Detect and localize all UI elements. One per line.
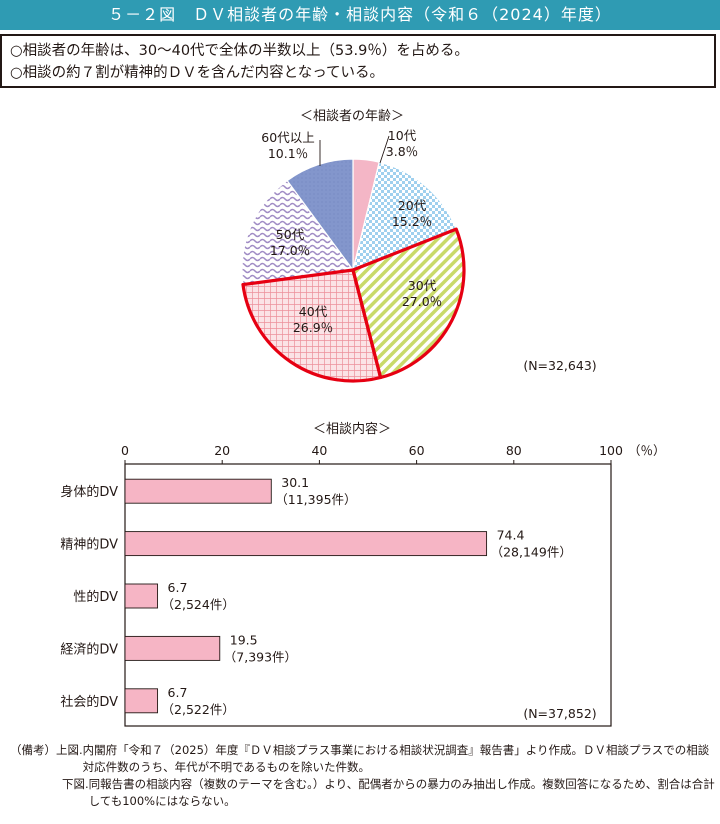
note-text-2: 同報告書の相談内容（複数のテーマを含む。）より、配偶者からの暴力のみ抽出し作成。… bbox=[88, 777, 715, 808]
pie-label-60plus: 60代以上 bbox=[261, 130, 314, 145]
value-label-physical: 30.1 bbox=[281, 475, 309, 490]
pie-label-40s: 40代 bbox=[299, 304, 328, 319]
pie-pct-10s: 3.8％ bbox=[386, 144, 418, 159]
note-row-2: 下図. 同報告書の相談内容（複数のテーマを含む。）より、配偶者からの暴力のみ抽出… bbox=[10, 776, 715, 810]
bar-psychological bbox=[124, 531, 488, 557]
note-text-1: 内閣府「令和７（2025）年度『ＤＶ相談プラス事業における相談状況調査』報告書」… bbox=[82, 743, 710, 774]
note-row-1: （備考） 上図. 内閣府「令和７（2025）年度『ＤＶ相談プラス事業における相談… bbox=[10, 742, 715, 776]
notes-label: （備考） bbox=[10, 743, 56, 757]
bar-social bbox=[124, 688, 159, 714]
count-label-social: （2,522件） bbox=[162, 702, 235, 717]
x-tick-label-60: 60 bbox=[409, 443, 425, 458]
bar-n-note: (N=37,852) bbox=[523, 706, 596, 721]
count-label-sexual: （2,524件） bbox=[162, 597, 235, 612]
pie-pct-50s: 17.0％ bbox=[270, 243, 310, 258]
pie-n-note: (N=32,643) bbox=[523, 358, 596, 373]
value-label-social: 6.7 bbox=[168, 685, 188, 700]
pie-slice-outline-40s bbox=[241, 268, 383, 383]
count-label-economic: （7,393件） bbox=[224, 649, 297, 664]
x-unit-label: （％） bbox=[628, 443, 666, 458]
figure-title: ５－２図 ＤＶ相談者の年齢・相談内容（令和６（2024）年度） bbox=[0, 0, 720, 30]
pie-slice-outline-30s bbox=[351, 227, 466, 380]
x-tick-label-80: 80 bbox=[506, 443, 522, 458]
category-label-social: 社会的DV bbox=[60, 694, 118, 710]
pie-pct-30s: 27.0％ bbox=[402, 294, 442, 309]
notes: （備考） 上図. 内閣府「令和７（2025）年度『ＤＶ相談プラス事業における相談… bbox=[10, 742, 715, 810]
x-tick-label-0: 0 bbox=[121, 443, 129, 458]
count-label-physical: （11,395件） bbox=[275, 492, 356, 507]
x-tick-label-40: 40 bbox=[311, 443, 327, 458]
bar-economic bbox=[124, 635, 221, 661]
count-label-psychological: （28,149件） bbox=[491, 545, 572, 560]
pie-pct-40s: 26.9％ bbox=[293, 320, 333, 335]
pie-label-20s: 20代 bbox=[398, 198, 427, 213]
value-label-psychological: 74.4 bbox=[497, 528, 525, 543]
consultation-bar-chart: ＜相談内容＞ 0 20 40 60 80 100 （％） 身体的DV 30.1 （11,395件… bbox=[60, 421, 666, 727]
summary-box: ○相談者の年齢は、30～40代で全体の半数以上（53.9％）を占める。 ○相談の… bbox=[0, 34, 716, 88]
category-label-physical: 身体的DV bbox=[60, 484, 118, 500]
bar-physical bbox=[124, 478, 272, 504]
pie-label-30s: 30代 bbox=[408, 278, 437, 293]
summary-line-2: ○相談の約７割が精神的ＤＶを含んだ内容となっている。 bbox=[10, 65, 384, 81]
note-prefix-2: 下図. bbox=[62, 777, 89, 791]
x-tick-label-20: 20 bbox=[214, 443, 230, 458]
pie-label-10s: 10代 bbox=[388, 128, 417, 143]
pie-slice-50s bbox=[241, 179, 355, 286]
bar-title: ＜相談内容＞ bbox=[313, 421, 391, 437]
x-tick-label-100: 100 bbox=[599, 443, 623, 458]
pie-pct-20s: 15.2％ bbox=[392, 214, 432, 229]
bar-sexual bbox=[124, 583, 159, 609]
pie-slice-60plus bbox=[286, 158, 354, 272]
category-label-sexual: 性的DV bbox=[73, 589, 118, 605]
pie-slice-20s bbox=[352, 161, 457, 271]
category-label-psychological: 精神的DV bbox=[60, 537, 118, 553]
pie-pct-60plus: 10.1％ bbox=[268, 146, 308, 161]
note-prefix-1: 上図. bbox=[56, 743, 83, 757]
summary-line-1: ○相談者の年齢は、30～40代で全体の半数以上（53.9％）を占める。 bbox=[10, 43, 469, 59]
value-label-economic: 19.5 bbox=[230, 632, 258, 647]
pie-label-50s: 50代 bbox=[276, 227, 305, 242]
pie-leader-10s bbox=[379, 135, 390, 164]
pie-title: ＜相談者の年齢＞ bbox=[300, 108, 404, 124]
category-label-economic: 経済的DV bbox=[60, 641, 118, 657]
value-label-sexual: 6.7 bbox=[168, 580, 188, 595]
